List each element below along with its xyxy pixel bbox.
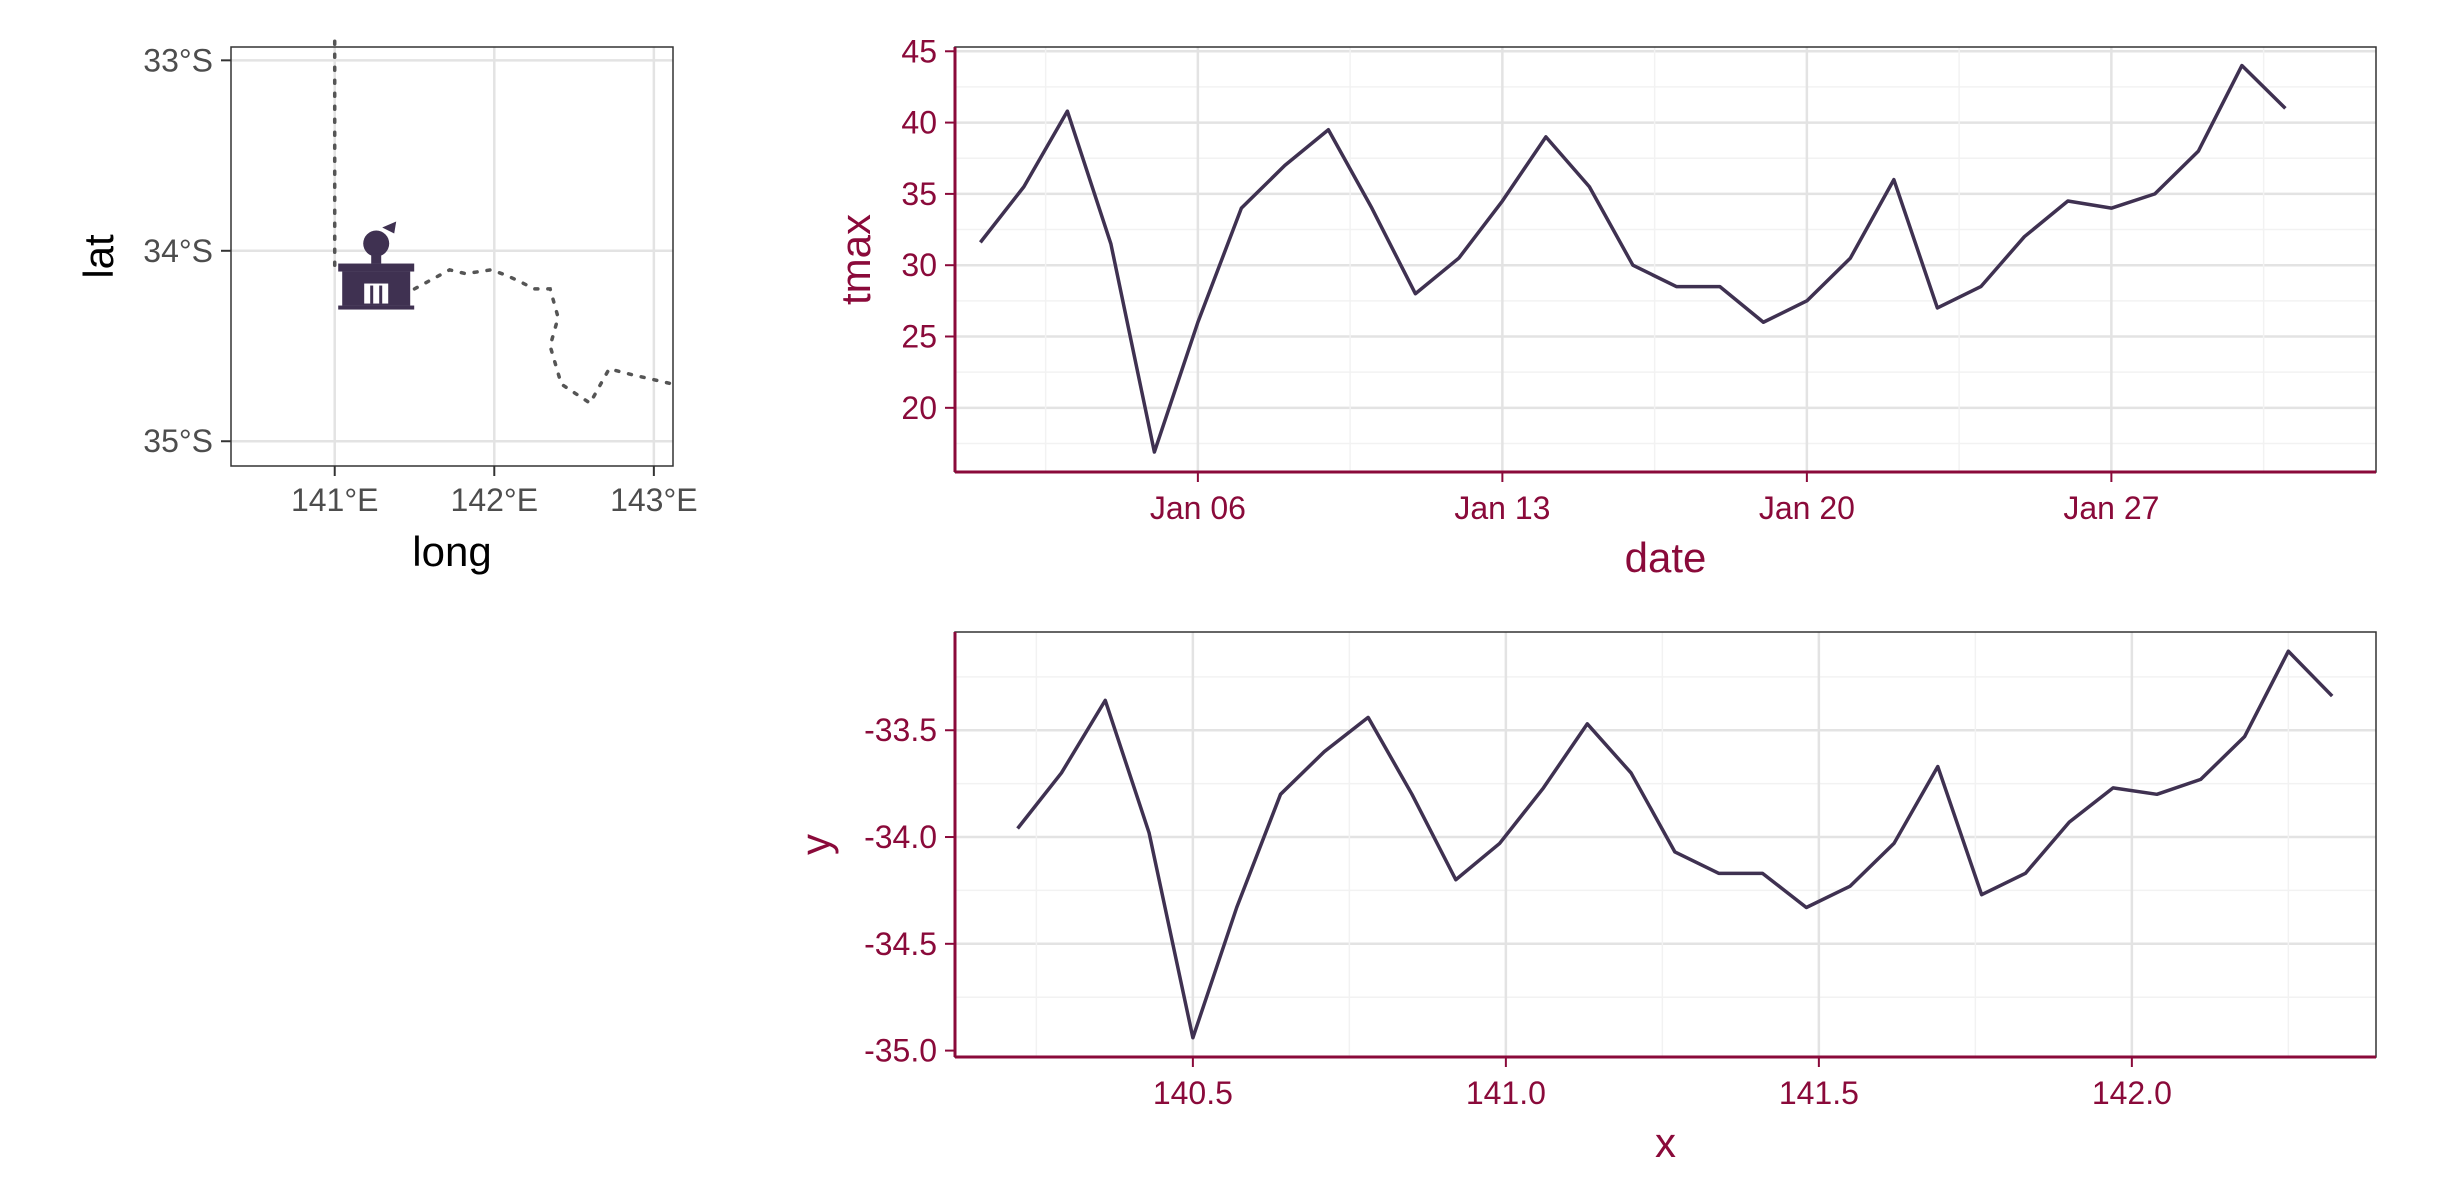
river-path (412, 267, 675, 406)
tmax-x-tick-label: Jan 27 (2063, 490, 2159, 526)
map-x-tick-label: 142°E (451, 482, 539, 518)
map-panel-border (230, 46, 674, 467)
map-y-tick-label: 33°S (143, 42, 213, 78)
xy-x-tick-label: 141.0 (1466, 1075, 1546, 1111)
tmax-y-tick-label: 45 (901, 33, 937, 69)
map-x-axis: 141°E 142°E 143°E (291, 466, 698, 518)
tmax-y-tick-label: 35 (901, 176, 937, 212)
tmax-gridlines (955, 47, 2376, 472)
map-boundaries (332, 39, 675, 406)
tmax-y-tick-label: 25 (901, 319, 937, 355)
map-y-axis-title: lat (75, 234, 122, 279)
tmax-x-axis: Jan 06 Jan 13 Jan 20 Jan 27 (1150, 472, 2159, 526)
xy-glyph-chart: 140.5 141.0 141.5 142.0 -35.0 -34.5 -34.0 -33.… (792, 631, 2377, 1166)
map-y-tick-label: 35°S (143, 423, 213, 459)
xy-gridlines (955, 632, 2376, 1057)
xy-y-tick-label: -35.0 (864, 1033, 937, 1069)
xy-series-line (1016, 649, 2334, 1040)
dish-mount-icon (371, 253, 382, 264)
xy-y-axis-title: y (792, 834, 839, 855)
xy-x-axis: 140.5 141.0 141.5 142.0 (1153, 1057, 2172, 1111)
station-map: 141°E 142°E 143°E 33°S 34°S 35°S long lat (75, 39, 698, 575)
map-y-axis: 33°S 34°S 35°S (143, 42, 231, 459)
xy-panel-frame (953, 631, 2377, 1059)
xy-y-axis: -35.0 -34.5 -34.0 -33.5 (864, 712, 955, 1069)
tmax-timeseries-chart: Jan 06 Jan 13 Jan 20 Jan 27 20 25 30 35 40 45 da… (832, 33, 2377, 581)
xy-x-tick-label: 142.0 (2092, 1075, 2172, 1111)
tmax-x-tick-label: Jan 13 (1454, 490, 1550, 526)
map-x-axis-title: long (412, 528, 491, 575)
xy-series-points (1017, 651, 2332, 1038)
xy-y-tick-label: -33.5 (864, 712, 937, 748)
tmax-y-axis-title: tmax (832, 214, 879, 305)
tmax-x-tick-label: Jan 20 (1759, 490, 1855, 526)
xy-y-tick-label: -34.5 (864, 926, 937, 962)
tmax-y-axis: 20 25 30 35 40 45 (901, 33, 955, 426)
tmax-x-tick-label: Jan 06 (1150, 490, 1246, 526)
xy-x-tick-label: 140.5 (1153, 1075, 1233, 1111)
xy-x-tick-label: 141.5 (1779, 1075, 1859, 1111)
building-roof-icon (338, 263, 415, 272)
tmax-y-tick-label: 20 (901, 390, 937, 426)
xy-y-tick-label: -34.0 (864, 819, 937, 855)
xy-x-axis-title: x (1655, 1119, 1676, 1166)
building-door-icon (364, 283, 389, 304)
map-x-tick-label: 141°E (291, 482, 379, 518)
antenna-icon (382, 221, 397, 234)
tmax-series-line (978, 63, 2287, 454)
weather-station-icon (338, 221, 415, 310)
tmax-y-tick-label: 40 (901, 105, 937, 141)
tmax-y-tick-label: 30 (901, 247, 937, 283)
satellite-dish-icon (363, 230, 390, 257)
tmax-panel-frame (953, 46, 2377, 474)
building-base-icon (338, 305, 415, 310)
map-gridlines (231, 47, 673, 466)
map-y-tick-label: 34°S (143, 233, 213, 269)
map-x-tick-label: 143°E (610, 482, 698, 518)
xy-panel-border (954, 631, 2377, 1058)
tmax-x-axis-title: date (1625, 534, 1707, 581)
